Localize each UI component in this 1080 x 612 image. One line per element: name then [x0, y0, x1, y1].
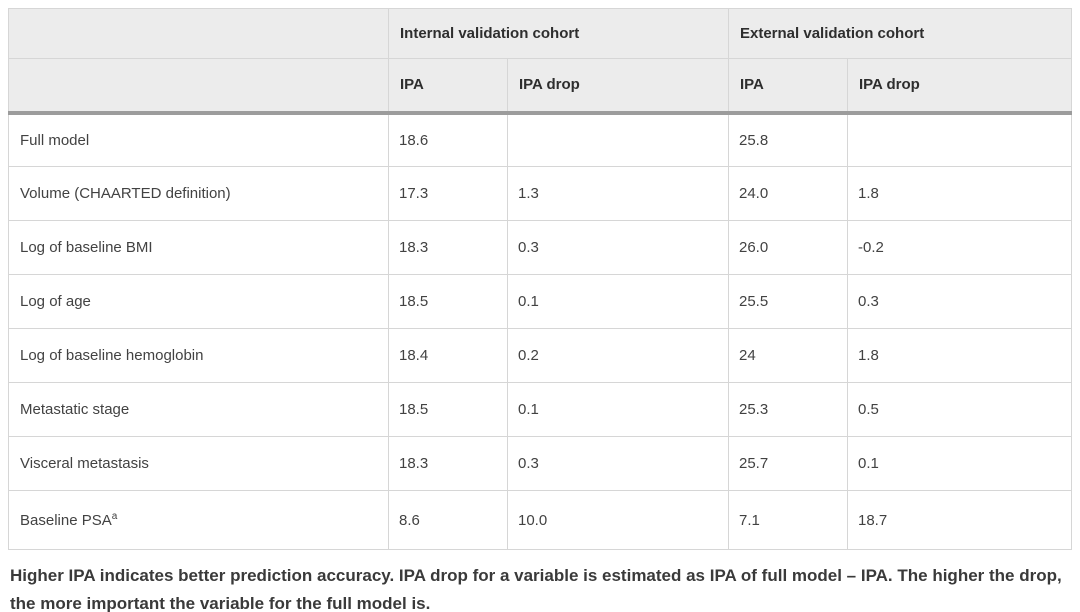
row-label-text: Visceral metastasis	[20, 455, 149, 472]
value-cell: 18.5	[388, 274, 508, 329]
table-row: Volume (CHAARTED definition) 17.3 1.3 24.0 1…	[8, 166, 1072, 221]
row-label-text: Metastatic stage	[20, 401, 130, 418]
ipa-table-container: Internal validation cohort External vali…	[8, 8, 1072, 550]
row-label-text: Log of baseline hemoglobin	[20, 347, 204, 364]
row-label: Metastatic stage	[8, 382, 389, 437]
table-row: Visceral metastasis 18.3 0.3 25.7 0.1	[8, 436, 1072, 491]
value-cell: 0.1	[507, 274, 729, 329]
column-header-internal-ipa-drop: IPA drop	[507, 58, 729, 115]
value-cell: 18.3	[388, 220, 508, 275]
value-cell: 1.8	[847, 166, 1072, 221]
table-row: Metastatic stage 18.5 0.1 25.3 0.5	[8, 382, 1072, 437]
row-label: Log of baseline hemoglobin	[8, 328, 389, 383]
row-label: Volume (CHAARTED definition)	[8, 166, 389, 221]
value-cell: 8.6	[388, 490, 508, 550]
row-label: Log of age	[8, 274, 389, 329]
row-label-text: Log of age	[20, 293, 91, 310]
row-label-text: Log of baseline BMI	[20, 239, 153, 256]
sub-header-row: IPA IPA drop IPA IPA drop	[8, 58, 1072, 115]
row-label-text: Baseline PSA	[20, 511, 112, 529]
value-cell: 0.3	[847, 274, 1072, 329]
value-cell: 0.3	[507, 220, 729, 275]
empty-label-header-cell	[8, 58, 389, 115]
value-cell	[507, 112, 729, 167]
value-cell: 26.0	[728, 220, 848, 275]
table-body: Full model 18.6 25.8 Volume (CHAARTED defin…	[8, 112, 1072, 550]
value-cell: 24.0	[728, 166, 848, 221]
column-group-row: Internal validation cohort External vali…	[8, 8, 1072, 59]
ipa-validation-table: Internal validation cohort External vali…	[8, 8, 1072, 550]
column-group-external-cohort: External validation cohort	[728, 8, 1072, 59]
value-cell: 17.3	[388, 166, 508, 221]
value-cell	[847, 112, 1072, 167]
table-row: Log of baseline BMI 18.3 0.3 26.0 -0.2	[8, 220, 1072, 275]
value-cell: 18.6	[388, 112, 508, 167]
table-row: Baseline PSAa 8.6 10.0 7.1 18.7	[8, 490, 1072, 550]
value-cell: 18.4	[388, 328, 508, 383]
row-label: Visceral metastasis	[8, 436, 389, 491]
value-cell: 25.7	[728, 436, 848, 491]
value-cell: 25.5	[728, 274, 848, 329]
value-cell: 7.1	[728, 490, 848, 550]
value-cell: 25.3	[728, 382, 848, 437]
row-label-text: Full model	[20, 131, 90, 149]
value-cell: 0.1	[847, 436, 1072, 491]
table-footnote: Higher IPA indicates better prediction a…	[10, 566, 1062, 612]
value-cell: 18.5	[388, 382, 508, 437]
table-row: Log of baseline hemoglobin 18.4 0.2 24 1.8	[8, 328, 1072, 383]
value-cell: 18.3	[388, 436, 508, 491]
value-cell: 10.0	[507, 490, 729, 550]
value-cell: 1.3	[507, 166, 729, 221]
value-cell: 0.5	[847, 382, 1072, 437]
value-cell: -0.2	[847, 220, 1072, 275]
row-label: Log of baseline BMI	[8, 220, 389, 275]
value-cell: 25.8	[728, 112, 848, 167]
row-label: Full model	[8, 112, 389, 167]
value-cell: 18.7	[847, 490, 1072, 550]
value-cell: 0.1	[507, 382, 729, 437]
value-cell: 24	[728, 328, 848, 383]
column-header-internal-ipa: IPA	[388, 58, 508, 115]
table-row: Full model 18.6 25.8	[8, 112, 1072, 167]
empty-corner-cell	[8, 8, 389, 59]
value-cell: 0.2	[507, 328, 729, 383]
row-label: Baseline PSAa	[8, 490, 389, 550]
column-header-external-ipa: IPA	[728, 58, 848, 115]
value-cell: 1.8	[847, 328, 1072, 383]
table-row: Log of age 18.5 0.1 25.5 0.3	[8, 274, 1072, 329]
value-cell: 0.3	[507, 436, 729, 491]
row-label-text: Volume (CHAARTED definition)	[20, 185, 231, 202]
column-group-internal-cohort: Internal validation cohort	[388, 8, 729, 59]
column-header-external-ipa-drop: IPA drop	[847, 58, 1072, 115]
row-label-superscript: a	[111, 510, 118, 522]
table-header: Internal validation cohort External vali…	[8, 8, 1072, 115]
